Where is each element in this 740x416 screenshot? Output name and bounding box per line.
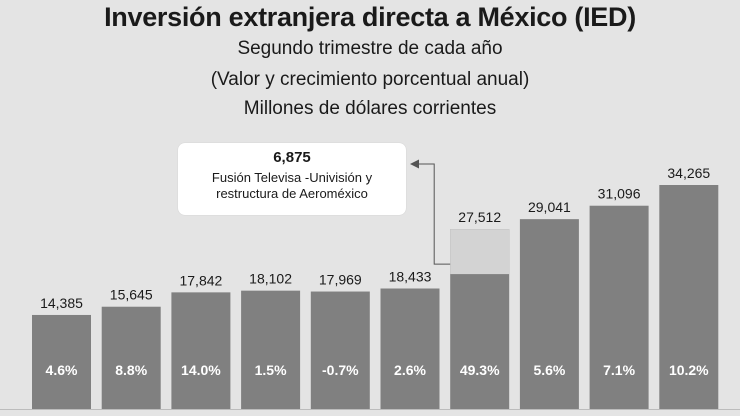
growth-label: -0.7% xyxy=(322,362,359,378)
growth-label: 1.5% xyxy=(255,362,287,378)
growth-label: 14.0% xyxy=(181,362,221,378)
bar xyxy=(171,292,231,409)
growth-label: 8.8% xyxy=(115,362,147,378)
annotation-note: Fusión Televisa -Univisión y restructura… xyxy=(211,170,373,201)
value-label: 29,041 xyxy=(528,199,571,215)
value-label: 18,433 xyxy=(389,268,432,284)
chart-subtitle-unit: Millones de dólares corrientes xyxy=(243,98,497,119)
bar xyxy=(310,291,370,409)
annotation-callout: 6,875 Fusión Televisa -Univisión y restr… xyxy=(178,143,406,215)
bar xyxy=(380,288,440,409)
value-label: 31,096 xyxy=(598,186,641,202)
value-label: 15,645 xyxy=(110,287,153,303)
growth-label: 49.3% xyxy=(460,362,500,378)
chart-subtitle-period: Segundo trimestre de cada año xyxy=(237,38,503,59)
annotation-connector xyxy=(412,163,451,265)
chart-subtitle-measure: (Valor y crecimiento porcentual anual) xyxy=(210,69,530,90)
value-label: 27,512 xyxy=(458,209,501,225)
chart-title: Inversión extranjera directa a México (I… xyxy=(104,2,636,32)
growth-label: 4.6% xyxy=(46,362,78,378)
growth-label: 5.6% xyxy=(533,362,565,378)
annotation-arrowhead xyxy=(410,159,419,169)
bar xyxy=(519,219,579,409)
value-label: 14,385 xyxy=(40,295,83,311)
growth-label: 7.1% xyxy=(603,362,635,378)
growth-label: 2.6% xyxy=(394,362,426,378)
bar xyxy=(241,290,301,409)
bar xyxy=(32,314,91,409)
value-label: 17,842 xyxy=(179,272,222,288)
annotation-value: 6,875 xyxy=(273,149,311,166)
bar xyxy=(589,205,649,409)
bar xyxy=(101,306,161,409)
value-label: 18,102 xyxy=(249,271,292,287)
highlight-segment xyxy=(450,229,510,275)
value-label: 34,265 xyxy=(667,165,710,181)
value-label: 17,969 xyxy=(319,272,362,288)
growth-label: 10.2% xyxy=(669,362,709,378)
bar xyxy=(659,185,719,409)
